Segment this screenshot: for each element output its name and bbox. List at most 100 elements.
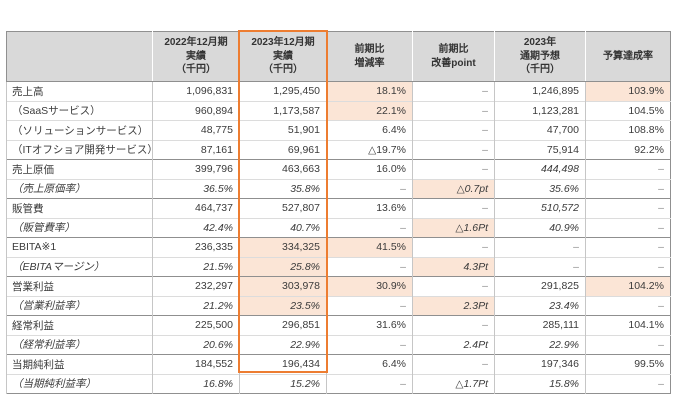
value-cell: – (326, 334, 413, 355)
value-cell: 103.9% (585, 81, 671, 101)
value-cell: – (326, 178, 413, 199)
value-cell: 30.9% (326, 276, 413, 296)
row-label: （ITオフショア開発サービス） (6, 139, 153, 160)
value-cell: 36.5% (152, 178, 240, 199)
value-cell: 99.5% (585, 354, 671, 374)
value-cell: – (326, 295, 413, 316)
table-row: （当期純利益率） 16.8% 15.2% – △1.7Pt 15.8% – (6, 373, 671, 394)
table-row: EBITA※1 236,335 334,325 41.5% – – – (6, 237, 671, 257)
value-cell: 40.7% (239, 217, 327, 238)
value-cell: 296,851 (239, 315, 327, 335)
value-cell: 197,346 (494, 354, 586, 374)
value-cell: 303,978 (239, 276, 327, 296)
value-cell: 6.4% (326, 354, 413, 374)
value-cell: 334,325 (239, 237, 327, 257)
value-cell: – (412, 120, 495, 140)
value-cell: – (326, 217, 413, 238)
value-cell: 41.5% (326, 237, 413, 257)
value-cell: 399,796 (152, 159, 240, 179)
row-label: （ソリューションサービス） (6, 120, 153, 140)
value-cell: – (585, 373, 671, 394)
column-header: 2023年 通期予想 （千円） (494, 31, 586, 82)
value-cell: 92.2% (585, 139, 671, 160)
value-cell: – (412, 237, 495, 257)
value-cell: 42.4% (152, 217, 240, 238)
value-cell: 22.9% (494, 334, 586, 355)
row-label: 営業利益 (6, 276, 153, 296)
table-header: 2022年12月期 実績 （千円） 2023年12月期 実績 （千円） 前期比 増減… (6, 31, 671, 82)
value-cell: 1,295,450 (239, 81, 327, 101)
column-header: 前期比 改善point (412, 31, 495, 82)
value-cell: 225,500 (152, 315, 240, 335)
value-cell: – (585, 334, 671, 355)
value-cell: 464,737 (152, 198, 240, 218)
table-row: （ITオフショア開発サービス） 87,161 69,961 △19.7% –75,914… (6, 139, 671, 160)
table-row: （ソリューションサービス） 48,775 51,901 6.4% –47,700 108.… (6, 120, 671, 140)
value-cell: – (585, 159, 671, 179)
value-cell: 48,775 (152, 120, 240, 140)
row-label: EBITA※1 (6, 237, 153, 257)
row-label: （売上原価率） (6, 178, 153, 199)
value-cell: 15.2% (239, 373, 327, 394)
table-row: 売上高 1,096,831 1,295,450 18.1% –1,246,895 103.… (6, 81, 671, 101)
value-cell: – (412, 139, 495, 160)
table-row: （EBITAマージン） 21.5% 25.8% –4.3Pt – – (6, 256, 671, 277)
table-row: 販管費 464,737 527,807 13.6% –510,572– (6, 198, 671, 218)
row-label: 販管費 (6, 198, 153, 218)
value-cell: 15.8% (494, 373, 586, 394)
value-cell: – (412, 81, 495, 101)
financial-results-table: 2022年12月期 実績 （千円） 2023年12月期 実績 （千円） 前期比 増減… (6, 31, 671, 394)
value-cell: 196,434 (239, 354, 327, 374)
value-cell: 1,096,831 (152, 81, 240, 101)
column-header: 2022年12月期 実績 （千円） (152, 31, 240, 82)
table-row: （販管費率） 42.4% 40.7% – △1.6Pt 40.9% – (6, 217, 671, 238)
value-cell: 444,498 (494, 159, 586, 179)
value-cell: 236,335 (152, 237, 240, 257)
value-cell: – (585, 295, 671, 316)
table-row: （SaaSサービス） 960,894 1,173,587 22.1% –1,123,28… (6, 100, 671, 121)
value-cell: △1.7Pt (412, 373, 495, 394)
table-row: （営業利益率） 21.2% 23.5% –2.3Pt 23.4% – (6, 295, 671, 316)
value-cell: – (412, 276, 495, 296)
value-cell: 527,807 (239, 198, 327, 218)
table-row: 当期純利益 184,552 196,434 6.4% –197,346 99.5% (6, 354, 671, 374)
value-cell: 960,894 (152, 100, 240, 121)
value-cell: △0.7pt (412, 178, 495, 199)
table-body: 売上高 1,096,831 1,295,450 18.1% –1,246,895 103.… (6, 81, 671, 394)
row-label: （当期純利益率） (6, 373, 153, 394)
value-cell: – (412, 354, 495, 374)
corner-header-cell (6, 31, 153, 82)
value-cell: 18.1% (326, 81, 413, 101)
value-cell: 184,552 (152, 354, 240, 374)
value-cell: 22.9% (239, 334, 327, 355)
table-row: 営業利益 232,297 303,978 30.9% –291,825 104.2% (6, 276, 671, 296)
value-cell: 104.5% (585, 100, 671, 121)
row-label: （EBITAマージン） (6, 256, 153, 277)
value-cell: 16.8% (152, 373, 240, 394)
table-row: （売上原価率） 36.5% 35.8% – △0.7pt 35.6% – (6, 178, 671, 199)
value-cell: 25.8% (239, 256, 327, 277)
value-cell: – (585, 237, 671, 257)
value-cell: – (585, 217, 671, 238)
value-cell: 51,901 (239, 120, 327, 140)
row-label: （SaaSサービス） (6, 100, 153, 121)
value-cell: – (412, 315, 495, 335)
value-cell: – (412, 198, 495, 218)
row-label: （経常利益率） (6, 334, 153, 355)
row-label: （販管費率） (6, 217, 153, 238)
value-cell: 22.1% (326, 100, 413, 121)
column-header: 予算達成率 (585, 31, 671, 82)
value-cell: 104.2% (585, 276, 671, 296)
value-cell: 291,825 (494, 276, 586, 296)
row-label: 経常利益 (6, 315, 153, 335)
value-cell: 108.8% (585, 120, 671, 140)
value-cell: – (585, 198, 671, 218)
value-cell: – (494, 256, 586, 277)
header-row: 2022年12月期 実績 （千円） 2023年12月期 実績 （千円） 前期比 増減… (6, 31, 671, 82)
value-cell: △19.7% (326, 139, 413, 160)
value-cell: 104.1% (585, 315, 671, 335)
value-cell: 87,161 (152, 139, 240, 160)
value-cell: 2.4Pt (412, 334, 495, 355)
value-cell: 1,173,587 (239, 100, 327, 121)
table-row: （経常利益率） 20.6% 22.9% –2.4Pt 22.9% – (6, 334, 671, 355)
